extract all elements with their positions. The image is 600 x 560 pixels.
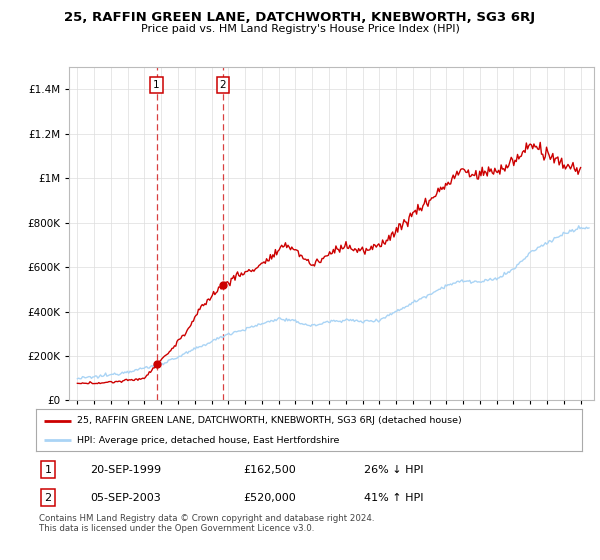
Text: Contains HM Land Registry data © Crown copyright and database right 2024.
This d: Contains HM Land Registry data © Crown c… bbox=[39, 514, 374, 534]
Text: 1: 1 bbox=[44, 465, 52, 474]
Text: 25, RAFFIN GREEN LANE, DATCHWORTH, KNEBWORTH, SG3 6RJ (detached house): 25, RAFFIN GREEN LANE, DATCHWORTH, KNEBW… bbox=[77, 416, 462, 425]
Text: £162,500: £162,500 bbox=[244, 465, 296, 474]
Text: HPI: Average price, detached house, East Hertfordshire: HPI: Average price, detached house, East… bbox=[77, 436, 340, 445]
Text: 25, RAFFIN GREEN LANE, DATCHWORTH, KNEBWORTH, SG3 6RJ: 25, RAFFIN GREEN LANE, DATCHWORTH, KNEBW… bbox=[64, 11, 536, 24]
Text: 26% ↓ HPI: 26% ↓ HPI bbox=[364, 465, 423, 474]
Text: 2: 2 bbox=[220, 80, 226, 90]
Text: 1: 1 bbox=[153, 80, 160, 90]
Text: 20-SEP-1999: 20-SEP-1999 bbox=[91, 465, 162, 474]
Text: 05-SEP-2003: 05-SEP-2003 bbox=[91, 493, 161, 502]
Text: 41% ↑ HPI: 41% ↑ HPI bbox=[364, 493, 423, 502]
Text: £520,000: £520,000 bbox=[244, 493, 296, 502]
Text: 2: 2 bbox=[44, 493, 52, 502]
Text: Price paid vs. HM Land Registry's House Price Index (HPI): Price paid vs. HM Land Registry's House … bbox=[140, 24, 460, 34]
